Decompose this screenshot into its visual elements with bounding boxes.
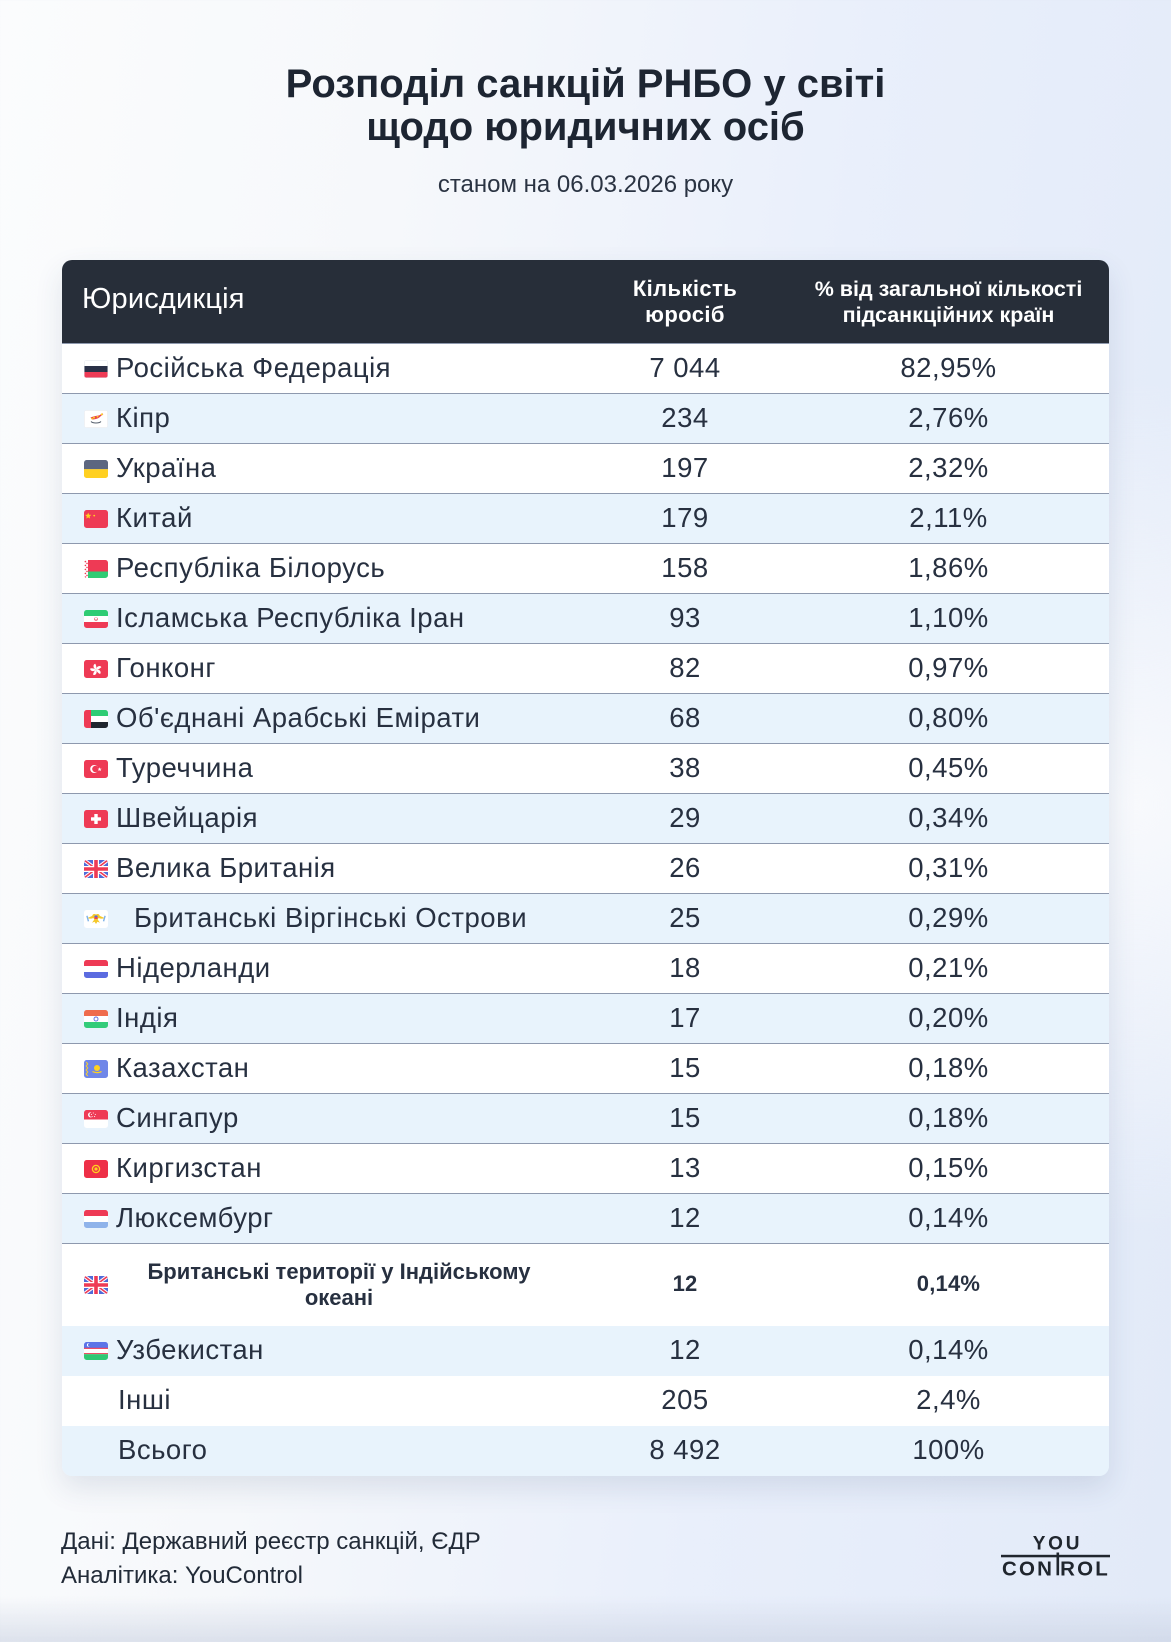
- svg-text:ROL: ROL: [1060, 1557, 1110, 1579]
- svg-text:CON: CON: [1002, 1557, 1054, 1579]
- svg-text:YOU: YOU: [1033, 1533, 1083, 1554]
